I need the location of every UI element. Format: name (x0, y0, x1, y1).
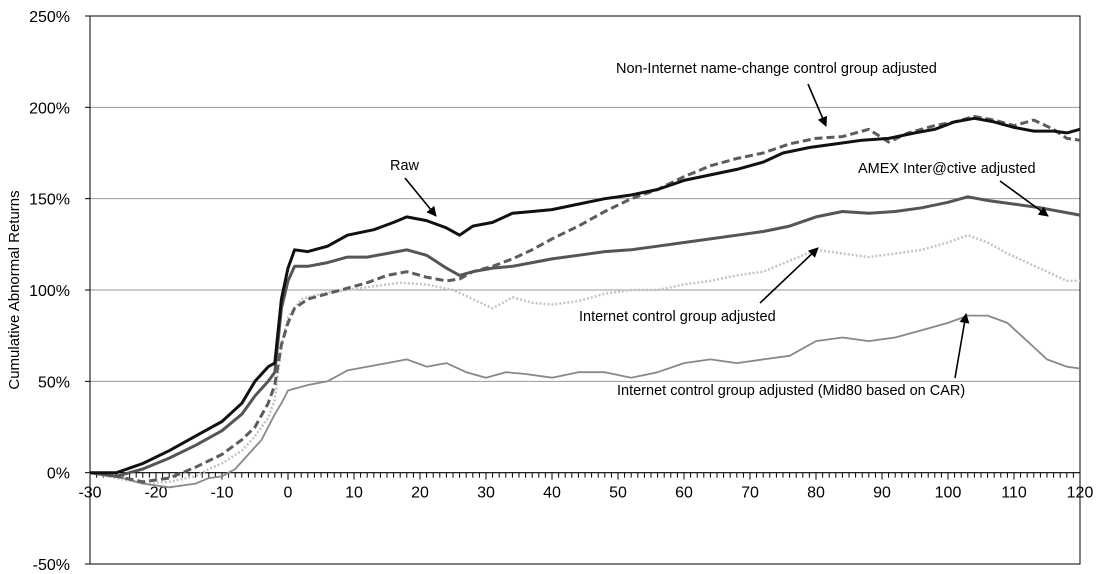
annotation-arrow (999, 180, 1049, 217)
x-tick-label: 0 (284, 485, 293, 502)
series-line-0 (90, 116, 1081, 475)
annotation-arrow (404, 177, 437, 217)
y-tick-label: 50% (38, 374, 70, 391)
annotation-background (615, 382, 968, 400)
y-axis: -50% 0% 50% 100% 150% 200% 250% (29, 9, 90, 574)
annotation-arrow (807, 83, 828, 127)
annotation-background (388, 157, 422, 175)
gridlines (90, 106, 1080, 382)
x-axis: -30 -20 -10 0 10 20 30 40 50 60 70 80 90 100 110 120 (78, 472, 1094, 502)
x-tick-label: 20 (411, 485, 429, 502)
x-tick-label: 60 (675, 485, 693, 502)
series-line-4 (89, 314, 1081, 489)
x-tick-label: 30 (477, 485, 495, 502)
annotation-label: Internet control group adjusted (Mid80 b… (617, 383, 965, 399)
x-tick-label: -30 (78, 485, 101, 502)
y-axis-label: Cumulative Abnormal Returns (6, 190, 23, 389)
x-tick-label: 90 (873, 485, 891, 502)
series-line-1 (89, 195, 1081, 478)
y-tick-label: -50% (33, 557, 70, 574)
x-tick-label: 110 (1001, 485, 1027, 502)
x-tick-label: 50 (609, 485, 627, 502)
x-tick-label: -10 (210, 485, 233, 502)
x-tick-label: -20 (144, 485, 167, 502)
annotation-arrow (954, 313, 970, 379)
annotation-label: AMEX Inter@ctive adjusted (858, 161, 1036, 177)
y-tick-label: 0% (47, 466, 70, 483)
series-line-2 (89, 115, 1081, 484)
annotation-arrow (759, 247, 819, 304)
annotation-label: Non-Internet name-change control group a… (616, 61, 937, 77)
x-tick-label: 10 (345, 485, 363, 502)
x-tick-label: 80 (807, 485, 825, 502)
series-lines (89, 115, 1081, 489)
annotations: Raw Non-Internet name-change control grou… (388, 60, 1049, 400)
annotation-background (856, 160, 1038, 178)
x-tick-label: 40 (543, 485, 561, 502)
x-tick-label: 100 (935, 485, 962, 502)
y-tick-label: 100% (29, 283, 70, 300)
y-tick-label: 250% (29, 9, 70, 26)
series-line-3 (89, 233, 1080, 485)
annotation-background (614, 60, 939, 78)
annotation-label: Raw (390, 158, 420, 174)
annotation-background (577, 308, 778, 326)
x-tick-label: 120 (1067, 485, 1094, 502)
x-tick-label: 70 (741, 485, 759, 502)
y-tick-label: 150% (29, 192, 70, 209)
annotation-label: Internet control group adjusted (579, 309, 776, 325)
y-tick-label: 200% (29, 100, 70, 117)
